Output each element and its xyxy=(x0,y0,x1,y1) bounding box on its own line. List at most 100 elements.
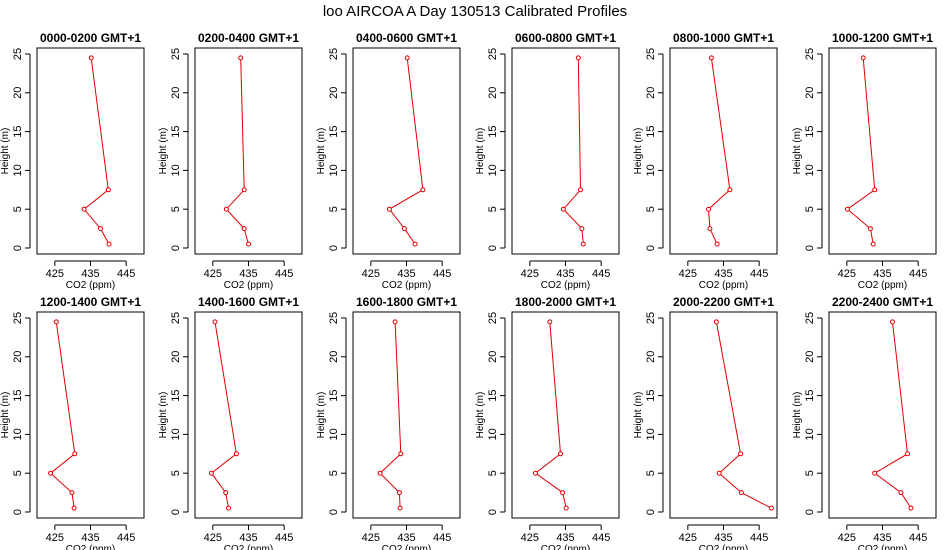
x-tick-label: 445 xyxy=(117,532,135,544)
y-axis-label: Height (m) xyxy=(633,128,644,175)
profile-point xyxy=(106,241,112,247)
y-tick-label: 20 xyxy=(645,87,657,99)
x-tick-label: 425 xyxy=(838,268,856,280)
x-tick-label: 435 xyxy=(397,268,415,280)
y-tick-label: 0 xyxy=(12,509,24,515)
y-tick-label: 25 xyxy=(328,48,340,60)
x-tick-label: 425 xyxy=(521,532,539,544)
panel-title: 1000-1200 GMT+1 xyxy=(832,31,933,45)
x-tick-label: 445 xyxy=(275,268,293,280)
plot-frame xyxy=(36,47,145,255)
profile-point xyxy=(872,470,878,476)
profile-point xyxy=(420,187,426,193)
panel-title: 1200-1400 GMT+1 xyxy=(40,295,141,309)
y-tick-label: 5 xyxy=(804,470,816,476)
profile-point xyxy=(48,470,54,476)
y-axis-label: Height (m) xyxy=(475,128,486,175)
y-tick-label: 15 xyxy=(645,125,657,137)
profile-point xyxy=(713,319,719,325)
profile-panel: 0800-1000 GMT+1 0 5 10 15 20 25 Height (m) 425 43… xyxy=(633,31,778,291)
profile-panel: 0200-0400 GMT+1 0 5 10 15 20 25 Height (m) 425 43… xyxy=(158,31,303,291)
profile-point xyxy=(706,206,711,212)
y-tick-label: 0 xyxy=(328,509,340,515)
profile-point xyxy=(708,55,714,61)
x-tick-label: 425 xyxy=(46,268,64,280)
profile-point xyxy=(401,226,407,232)
y-tick-label: 15 xyxy=(804,389,816,401)
plot-frame xyxy=(36,311,145,519)
profile-line xyxy=(49,321,76,509)
x-tick-label: 445 xyxy=(433,532,451,544)
plot-frame xyxy=(511,47,620,255)
plot-frame xyxy=(194,47,303,255)
x-axis-label: CO2 (ppm) xyxy=(66,544,115,550)
profile-point xyxy=(727,187,733,193)
x-tick-label: 445 xyxy=(592,268,610,280)
y-tick-label: 5 xyxy=(170,206,182,212)
profile-point xyxy=(246,241,251,247)
y-tick-label: 5 xyxy=(487,206,499,212)
y-tick-label: 25 xyxy=(12,48,24,60)
x-axis-label: CO2 (ppm) xyxy=(541,544,590,550)
x-axis-label: CO2 (ppm) xyxy=(541,280,590,291)
profile-line xyxy=(534,321,567,509)
y-tick-label: 20 xyxy=(12,87,24,99)
profile-point xyxy=(867,226,873,232)
profile-point xyxy=(575,55,581,61)
y-tick-label: 0 xyxy=(804,245,816,251)
profile-point xyxy=(212,319,218,325)
profile-point xyxy=(397,505,403,511)
y-tick-label: 15 xyxy=(170,389,182,401)
x-axis-label: CO2 (ppm) xyxy=(224,544,273,550)
x-tick-label: 435 xyxy=(873,268,891,280)
y-axis-label: Height (m) xyxy=(158,128,169,175)
x-axis-label: CO2 (ppm) xyxy=(224,280,273,291)
y-tick-label: 10 xyxy=(328,164,340,176)
profile-line xyxy=(873,321,912,509)
x-axis-label: CO2 (ppm) xyxy=(66,280,115,291)
y-tick-label: 20 xyxy=(487,351,499,363)
x-tick-label: 445 xyxy=(909,268,927,280)
plot-frame xyxy=(828,47,937,255)
y-tick-label: 10 xyxy=(804,164,816,176)
y-tick-label: 5 xyxy=(487,470,499,476)
y-tick-label: 0 xyxy=(328,245,340,251)
panel-title: 0200-0400 GMT+1 xyxy=(198,31,299,45)
y-tick-label: 10 xyxy=(645,164,657,176)
y-tick-label: 20 xyxy=(170,351,182,363)
x-tick-label: 425 xyxy=(204,532,222,544)
x-tick-label: 445 xyxy=(750,268,768,280)
profile-point xyxy=(738,490,744,496)
x-tick-label: 435 xyxy=(556,268,574,280)
profile-point xyxy=(860,55,866,61)
x-axis-label: CO2 (ppm) xyxy=(382,280,431,291)
profile-point xyxy=(905,451,910,457)
y-tick-label: 10 xyxy=(12,428,24,440)
profile-panel: 0000-0200 GMT+1 0 5 10 15 20 25 Height (m) 425 43… xyxy=(0,31,145,291)
y-tick-label: 25 xyxy=(645,312,657,324)
panel-title: 2000-2200 GMT+1 xyxy=(673,295,774,309)
profile-point xyxy=(398,451,404,457)
profile-point xyxy=(386,206,392,212)
x-axis-label: CO2 (ppm) xyxy=(858,280,907,291)
profile-point xyxy=(547,319,553,325)
profile-point xyxy=(579,226,585,232)
y-tick-label: 15 xyxy=(804,125,816,137)
profile-point xyxy=(412,241,418,247)
y-tick-label: 5 xyxy=(645,470,657,476)
profile-point xyxy=(98,226,103,232)
y-tick-label: 15 xyxy=(328,389,340,401)
x-tick-label: 435 xyxy=(239,268,257,280)
y-tick-label: 20 xyxy=(645,351,657,363)
profile-point xyxy=(533,470,538,476)
profile-point xyxy=(88,55,94,61)
y-tick-label: 20 xyxy=(804,351,816,363)
y-tick-label: 10 xyxy=(804,428,816,440)
x-tick-label: 445 xyxy=(750,532,768,544)
y-tick-label: 25 xyxy=(170,312,182,324)
y-axis-label: Height (m) xyxy=(475,392,486,439)
profile-point xyxy=(738,451,744,457)
profile-point xyxy=(707,226,713,232)
x-tick-label: 445 xyxy=(433,268,451,280)
